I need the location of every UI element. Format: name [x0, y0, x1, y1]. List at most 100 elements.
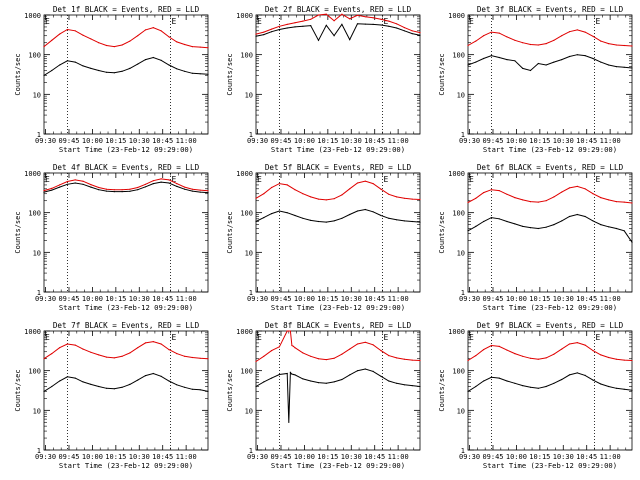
- data-point: [152, 27, 154, 29]
- data-point: [498, 56, 500, 59]
- data-point: [419, 31, 421, 34]
- data-point: [289, 330, 291, 332]
- data-point: [396, 382, 398, 384]
- data-point: [529, 201, 532, 203]
- data-point: [98, 385, 100, 388]
- data-point: [483, 57, 485, 60]
- data-point: [271, 28, 273, 30]
- data-point: [364, 23, 366, 25]
- data-point: [403, 220, 405, 222]
- data-point: [514, 39, 516, 41]
- data-point: [66, 28, 68, 31]
- data-point: [302, 25, 304, 27]
- data-point: [255, 33, 257, 35]
- data-point: [137, 35, 139, 37]
- data-point: [302, 193, 304, 195]
- x-tick-label: 10:45: [152, 453, 173, 461]
- data-point: [349, 213, 351, 216]
- data-point: [325, 13, 327, 15]
- data-point: [419, 385, 421, 388]
- data-point: [51, 187, 53, 189]
- data-point: [333, 198, 335, 200]
- data-point: [537, 62, 539, 65]
- data-point: [317, 39, 320, 41]
- x-tick-label: 09:45: [270, 453, 291, 461]
- y-tick-label: 1000: [236, 12, 253, 20]
- detector-panel: Det 8f BLACK = Events, RED = LLD 1 10 100 10…: [226, 321, 421, 470]
- data-point: [263, 31, 265, 33]
- data-point: [176, 41, 178, 43]
- data-point: [584, 374, 586, 376]
- data-point: [137, 63, 139, 65]
- x-tick-label: 10:45: [576, 137, 597, 145]
- x-tick-label: 10:00: [506, 453, 527, 461]
- data-point: [121, 191, 123, 193]
- data-point: [144, 183, 147, 185]
- data-point: [623, 66, 625, 68]
- data-point: [129, 383, 131, 385]
- data-point: [152, 372, 154, 375]
- data-point: [498, 32, 500, 34]
- y-axis-label: Counts/sec: [226, 369, 234, 411]
- data-point: [255, 360, 257, 363]
- data-point: [380, 350, 382, 352]
- x-axis-label: Start Time (23-Feb-12 09:29:00): [271, 145, 405, 154]
- y-tick-label: 1000: [236, 170, 253, 178]
- panel-title: Det 8f BLACK = Events, RED = LLD: [265, 321, 412, 330]
- series-line-events: [255, 208, 421, 223]
- x-axis-label: Start Time (23-Feb-12 09:29:00): [483, 145, 617, 154]
- data-point: [184, 186, 186, 188]
- data-point: [271, 377, 273, 379]
- data-point: [372, 17, 374, 19]
- data-point: [263, 34, 265, 36]
- data-point: [59, 184, 61, 186]
- data-point: [278, 373, 280, 376]
- data-point: [278, 28, 280, 31]
- data-point: [514, 60, 516, 62]
- series-line-events: [467, 372, 633, 392]
- data-point: [310, 219, 312, 221]
- data-point: [568, 215, 571, 218]
- data-point: [43, 390, 45, 392]
- x-tick-label: 10:00: [82, 453, 103, 461]
- edge-marker: E: [45, 333, 50, 342]
- data-point: [43, 191, 45, 193]
- data-point: [333, 20, 335, 22]
- data-point: [105, 356, 108, 358]
- data-point: [168, 36, 170, 38]
- data-point: [396, 357, 398, 359]
- data-point: [105, 190, 108, 192]
- data-point: [302, 352, 304, 354]
- data-point: [291, 344, 293, 347]
- panel-title: Det 3f BLACK = Events, RED = LLD: [477, 5, 624, 14]
- data-point: [310, 196, 312, 198]
- data-point: [255, 385, 257, 388]
- data-point: [483, 220, 485, 223]
- x-tick-label: 10:45: [576, 453, 597, 461]
- data-point: [576, 342, 578, 344]
- x-axis-label: Start Time (23-Feb-12 09:29:00): [271, 303, 405, 312]
- data-point: [176, 68, 178, 70]
- data-point: [592, 193, 594, 195]
- data-point: [113, 388, 115, 390]
- data-point: [121, 70, 123, 72]
- x-tick-label: 10:00: [82, 137, 103, 145]
- data-point: [608, 356, 610, 359]
- data-point: [199, 357, 201, 359]
- data-point: [144, 59, 147, 61]
- data-point: [333, 357, 335, 359]
- data-point: [160, 59, 162, 61]
- y-axis-label: Counts/sec: [14, 369, 22, 411]
- data-point: [576, 29, 578, 31]
- edge-marker: E: [469, 333, 474, 342]
- x-axis-label: Start Time (23-Feb-12 09:29:00): [59, 461, 193, 470]
- detector-panel: Det 2f BLACK = Events, RED = LLD 1 10 100 10…: [226, 5, 421, 154]
- data-point: [294, 347, 296, 349]
- data-point: [291, 373, 293, 375]
- series-line-events: [43, 56, 209, 76]
- series-line-events: [467, 54, 633, 72]
- data-point: [403, 358, 405, 360]
- data-point: [608, 226, 610, 228]
- data-point: [74, 61, 76, 63]
- y-tick-label: 10: [33, 407, 41, 415]
